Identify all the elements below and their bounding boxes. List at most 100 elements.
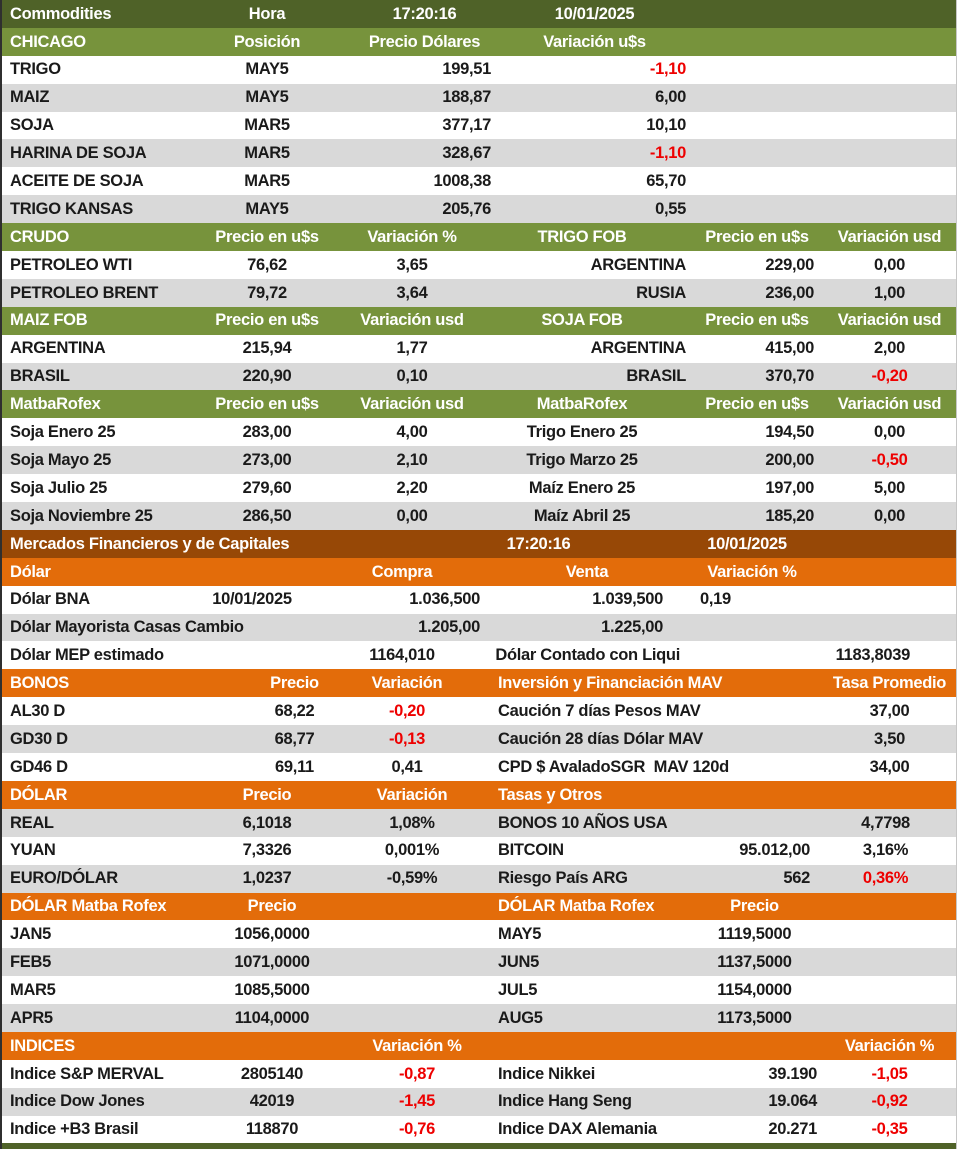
mercados-header-row: Mercados Financieros y de Capitales 17:20… [2,529,956,558]
row-value: 1137,5000 [717,952,792,971]
top-header-row: Commodities Hora 17:20:16 10/01/2025 [2,0,956,28]
row-label: MatbaRofex [10,395,101,414]
row-value: 4,7798 [861,813,910,832]
row-value: 229,00 [765,255,814,274]
dolar-data-row: Dólar BNA 10/01/2025 1.036,500 1.039,500 0,1… [2,585,956,614]
row-label: Dólar MEP estimado [10,646,164,665]
row-value: 1,0237 [242,869,292,888]
row-label: CRUDO [10,227,69,246]
row-value: 236,00 [765,283,814,302]
row-value: 3,50 [874,729,905,748]
row-value: 7,3326 [242,841,292,860]
row-value: Indice Nikkei [498,1064,595,1083]
row-value [362,920,480,948]
row-label: ARGENTINA [10,339,106,358]
row-value [362,976,480,1004]
row-label: PETROLEO WTI [10,255,132,274]
maizfob-data-row: BRASIL 220,90 0,10 BRASIL 370,70 -0,20 [2,362,956,391]
row-value: 562 [783,869,810,888]
maizfob-header-row: MAIZ FOB Precio en u$s Variación usd SOJA F… [2,306,956,335]
row-value: JUN5 [498,952,539,971]
row-value: Precio en u$s [705,395,809,414]
row-value: 0,10 [396,367,428,386]
row-value: TRIGO FOB [537,227,627,246]
section-chicago: CHICAGO Posición Precio Dólares Variación u… [2,27,956,224]
row-label: DÓLAR [10,785,68,804]
row-value: 328,67 [442,144,491,163]
section-bonos-mav: BONOS Precio Variación Inversión y Financia… [2,669,956,781]
row-value: Compra [371,562,433,581]
next-section-edge [2,1143,956,1149]
row-value: 5,00 [874,478,905,497]
row-label: Soja Mayo 25 [10,450,111,469]
row-value: 1164,010 [369,646,435,665]
chicago-header-row: CHICAGO Posición Precio Dólares Variación u… [2,27,956,56]
row-value: Trigo Marzo 25 [526,450,638,469]
row-value: MAY5 [498,925,542,944]
row-label: MAIZ [10,88,50,107]
row-value: JUL5 [498,980,538,999]
matba-data-row: Soja Mayo 25 273,00 2,10 Trigo Marzo 25 200,… [2,446,956,475]
row-value: 3,64 [396,283,428,302]
row-value: 1,00 [874,283,905,302]
row-value: Precio [270,674,319,693]
row-value: BONOS 10 AÑOS USA [498,813,668,832]
matba2-data-row: MAR5 1085,5000 JUL5 1154,0000 [2,976,956,1005]
chicago-data-row: ACEITE DE SOJA MAR5 1008,38 65,70 [2,167,956,196]
row-label: HARINA DE SOJA [10,144,147,163]
section-maiz-soja-fob: MAIZ FOB Precio en u$s Variación usd SOJA F… [2,306,956,391]
row-value: Variación usd [360,311,464,330]
row-value: Variación % [367,227,457,246]
row-value: 4,00 [396,423,428,442]
section-matbarofex: MatbaRofex Precio en u$s Variación usd Matb… [2,390,956,530]
row-value: 1.036,500 [409,590,480,609]
row-value: 197,00 [765,478,814,497]
row-label: ACEITE DE SOJA [10,172,144,191]
row-value: AUG5 [498,1008,543,1027]
row-value: Precio [247,897,297,916]
row-label: INDICES [10,1036,75,1055]
row-value: Precio en u$s [705,227,809,246]
row-value: 17:20:16 [506,534,571,553]
row-value: 76,62 [247,255,287,274]
chicago-data-row: HARINA DE SOJA MAR5 328,67 -1,10 [2,139,956,168]
row-value: 1008,38 [433,172,491,191]
fx-data-row: REAL 6,1018 1,08% BONOS 10 AÑOS USA 4,7798 [2,808,956,837]
row-value: Caución 7 días Pesos MAV [498,701,701,720]
row-value: 0,00 [396,506,428,525]
row-value: 185,20 [765,506,814,525]
row-value: Variación usd [837,311,942,330]
row-value: Maíz Abril 25 [533,506,631,525]
indices-data-row: Indice Dow Jones 42019 -1,45 Indice Hang Se… [2,1087,956,1116]
row-value: 377,17 [442,116,491,135]
crudo-data-row: PETROLEO WTI 76,62 3,65 ARGENTINA 229,00 0,00 [2,251,956,279]
row-value: Riesgo País ARG [498,869,628,888]
row-label: Dólar BNA [10,590,90,609]
row-value: 215,94 [242,339,292,358]
row-label: BRASIL [10,367,70,386]
row-value: Tasa Promedio [832,674,947,693]
section-dolar-fx-tasas: DÓLAR Precio Variación Tasas y Otros REAL 6,1… [2,780,956,893]
row-value: Posición [233,32,301,51]
row-value: Inversión y Financiación MAV [498,674,723,693]
row-value: RUSIA [636,283,686,302]
row-value: MAR5 [244,116,290,135]
row-value [702,809,814,837]
row-value: 2,00 [874,339,905,358]
row-value: 1173,5000 [717,1008,792,1027]
fx-data-row: YUAN 7,3326 0,001% BITCOIN 95.012,00 3,16% [2,836,956,865]
row-value: 69,11 [275,757,314,776]
matba2-data-row: JAN5 1056,0000 MAY5 1119,5000 [2,920,956,949]
row-value: Venta [565,562,609,581]
row-value: 194,50 [765,423,814,442]
row-value: -0,59% [386,869,438,888]
negative-value: -0,87 [398,1064,436,1083]
row-label: TRIGO [10,60,61,79]
matba2-header-row: DÓLAR Matba Rofex Precio DÓLAR Matba Rofex… [2,892,956,921]
indices-data-row: Indice S&P MERVAL 2805140 -0,87 Indice Nikk… [2,1059,956,1088]
row-value: Variación % [844,1036,935,1055]
section-indices: INDICES Variación % Variación % Indice S&P … [2,1031,956,1144]
row-value: 0,00 [874,423,905,442]
row-label: EURO/DÓLAR [10,869,118,888]
negative-value: -1,45 [398,1092,436,1111]
